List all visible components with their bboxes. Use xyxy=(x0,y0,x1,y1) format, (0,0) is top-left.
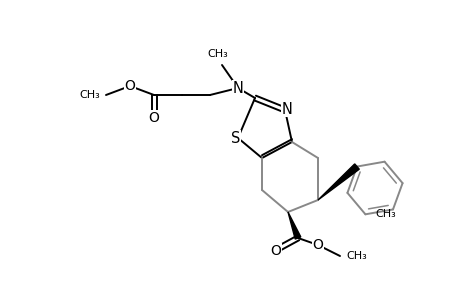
Text: O: O xyxy=(148,111,159,125)
Text: N: N xyxy=(281,101,292,116)
Text: O: O xyxy=(270,244,281,258)
Text: CH₃: CH₃ xyxy=(375,209,395,219)
Polygon shape xyxy=(317,164,358,200)
Text: CH₃: CH₃ xyxy=(79,90,100,100)
Text: S: S xyxy=(231,130,240,146)
Polygon shape xyxy=(287,212,300,239)
Text: O: O xyxy=(312,238,323,252)
Text: O: O xyxy=(124,79,135,93)
Text: N: N xyxy=(232,80,243,95)
Text: CH₃: CH₃ xyxy=(207,49,228,59)
Text: CH₃: CH₃ xyxy=(345,251,366,261)
